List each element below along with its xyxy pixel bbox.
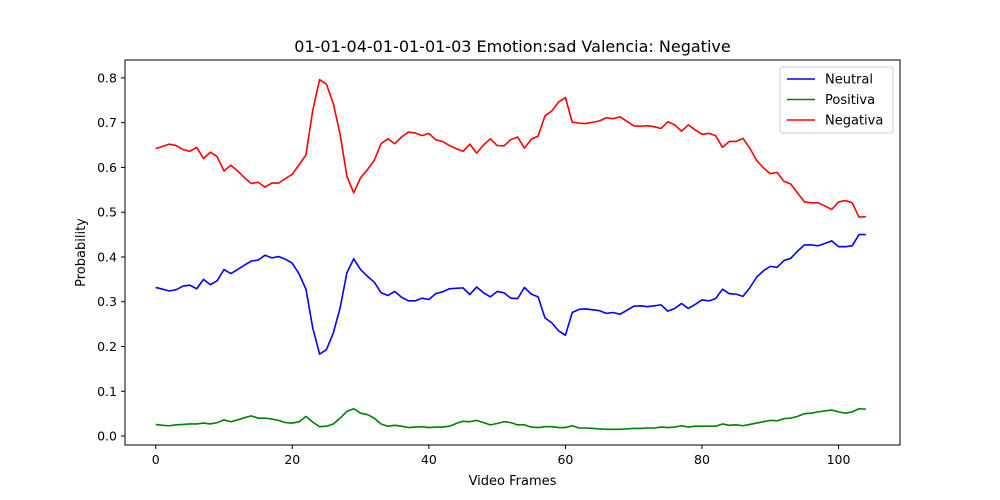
y-tick-label: 0.4 [97, 249, 117, 264]
y-tick-label: 0.6 [97, 160, 117, 175]
axes-frame [124, 59, 901, 446]
legend: Neutral Positiva Negativa [779, 66, 894, 134]
y-tick-label: 0.7 [97, 115, 117, 130]
y-tick-label: 0.5 [97, 205, 117, 220]
x-axis: 0 20 40 60 80 100 [152, 445, 851, 467]
series-line-neutral [155, 233, 866, 355]
chart-title: 01-01-04-01-01-01-03 Emotion:sad Valenci… [294, 37, 730, 56]
y-tick-label: 0.3 [97, 294, 117, 309]
y-axis-label: Probability [74, 218, 89, 287]
x-tick-label: 60 [557, 452, 573, 467]
x-axis-label: Video Frames [469, 474, 557, 489]
series-line-positiva [155, 407, 866, 431]
legend-label-negativa: Negativa [825, 114, 883, 129]
legend-label-positiva: Positiva [825, 93, 875, 108]
y-axis: 0.0 0.1 0.2 0.3 0.4 0.5 0.6 0.7 0.8 [97, 70, 125, 444]
y-tick-label: 0.8 [97, 70, 117, 85]
x-tick-label: 80 [694, 452, 710, 467]
y-tick-label: 0.1 [97, 384, 117, 399]
x-tick-label: 0 [152, 452, 160, 467]
y-tick-label: 0.2 [97, 339, 117, 354]
plot-area [155, 78, 866, 431]
x-tick-label: 20 [284, 452, 300, 467]
legend-label-neutral: Neutral [825, 73, 873, 88]
x-tick-label: 100 [827, 452, 851, 467]
series-line-negativa [155, 78, 866, 218]
x-tick-label: 40 [421, 452, 437, 467]
y-tick-label: 0.0 [97, 429, 117, 444]
legend-box [779, 66, 894, 134]
